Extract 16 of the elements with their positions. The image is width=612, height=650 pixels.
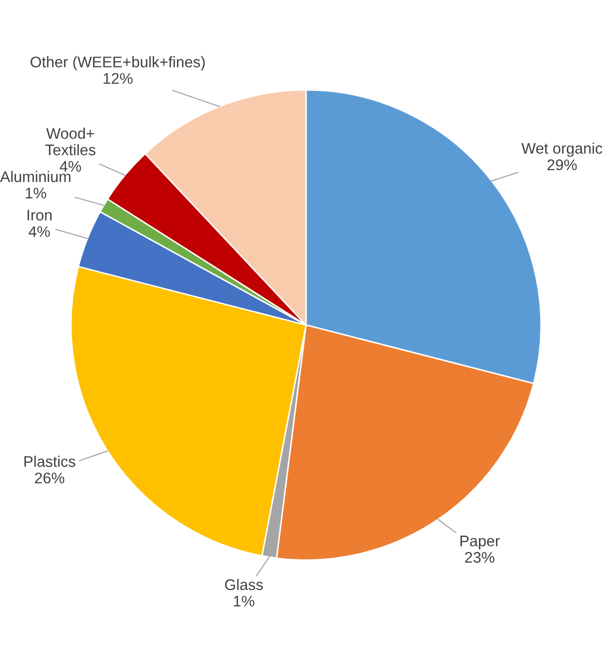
- slice-label: Aluminium: [0, 170, 70, 182]
- data-label: 1%: [26, 188, 46, 198]
- data-label: 26%: [34, 472, 64, 484]
- slice-label: Glass: [225, 578, 263, 590]
- data-label: 12%: [104, 73, 133, 84]
- slice-label: Other (WEEE+bulk+fines): [30, 56, 205, 70]
- data-label: 4%: [60, 161, 81, 172]
- slice-label: Plastics: [24, 456, 76, 467]
- data-label: 29%: [548, 159, 577, 170]
- slice-label: Wet organic: [521, 142, 602, 157]
- data-label: 4%: [28, 226, 50, 237]
- data-label: 1%: [234, 596, 254, 607]
- slice-label: Paper: [460, 536, 500, 550]
- slice-label: Iron: [28, 210, 52, 221]
- data-label: 23%: [465, 552, 494, 563]
- slice-label: Wood+ Textiles: [45, 128, 96, 156]
